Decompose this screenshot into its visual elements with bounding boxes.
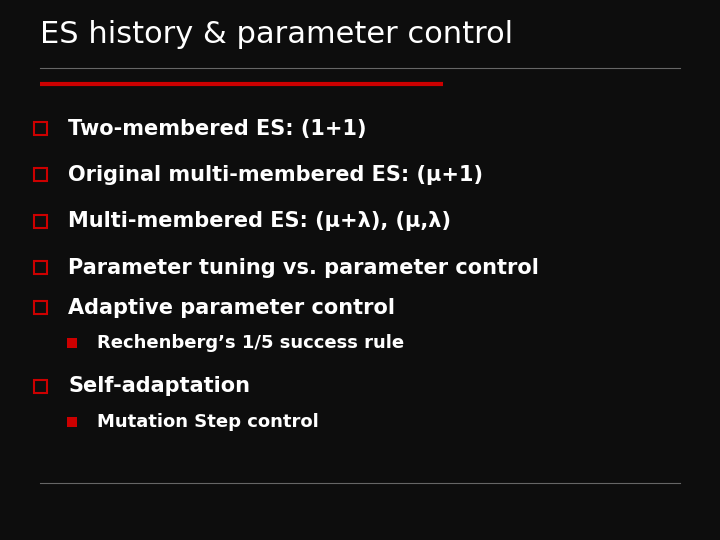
- Bar: [34, 215, 47, 228]
- Text: Adaptive parameter control: Adaptive parameter control: [68, 298, 395, 318]
- Bar: [34, 301, 47, 314]
- Text: Original multi-membered ES: (μ+1): Original multi-membered ES: (μ+1): [68, 165, 483, 185]
- Bar: [67, 417, 77, 427]
- Bar: [34, 261, 47, 274]
- Bar: [34, 168, 47, 181]
- Text: Two-membered ES: (1+1): Two-membered ES: (1+1): [68, 118, 367, 139]
- Bar: [67, 339, 77, 348]
- Text: ES history & parameter control: ES history & parameter control: [40, 19, 513, 49]
- Text: Parameter tuning vs. parameter control: Parameter tuning vs. parameter control: [68, 258, 539, 278]
- Text: Mutation Step control: Mutation Step control: [97, 413, 319, 431]
- Bar: [34, 122, 47, 135]
- Text: Rechenberg’s 1/5 success rule: Rechenberg’s 1/5 success rule: [97, 334, 405, 353]
- Bar: [34, 380, 47, 393]
- Text: Self-adaptation: Self-adaptation: [68, 376, 251, 396]
- Text: Multi-membered ES: (μ+λ), (μ,λ): Multi-membered ES: (μ+λ), (μ,λ): [68, 211, 451, 232]
